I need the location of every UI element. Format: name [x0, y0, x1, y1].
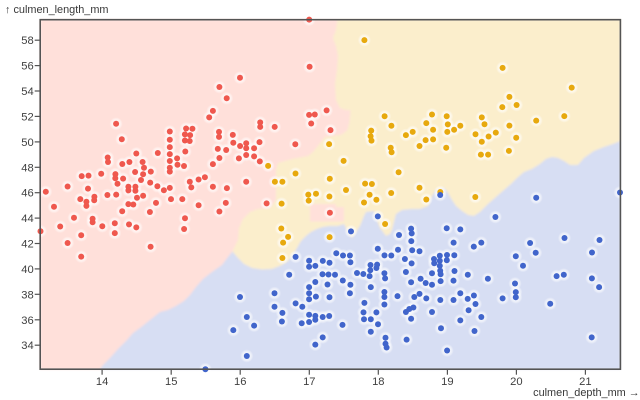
svg-text:15: 15	[165, 376, 177, 388]
svg-text:culmen_depth_mm →: culmen_depth_mm →	[533, 387, 640, 399]
svg-text:20: 20	[510, 376, 522, 388]
svg-text:58: 58	[21, 35, 33, 47]
svg-text:48: 48	[21, 162, 33, 174]
svg-text:46: 46	[21, 188, 33, 200]
svg-text:16: 16	[234, 376, 246, 388]
svg-text:44: 44	[21, 213, 33, 225]
svg-text:21: 21	[579, 376, 591, 388]
svg-text:40: 40	[21, 264, 33, 276]
svg-text:19: 19	[441, 376, 453, 388]
svg-text:14: 14	[96, 376, 108, 388]
svg-text:52: 52	[21, 111, 33, 123]
svg-text:56: 56	[21, 61, 33, 73]
svg-text:17: 17	[303, 376, 315, 388]
svg-text:38: 38	[21, 289, 33, 301]
svg-text:36: 36	[21, 315, 33, 327]
svg-text:42: 42	[21, 239, 33, 251]
svg-text:50: 50	[21, 137, 33, 149]
svg-text:54: 54	[21, 86, 33, 98]
svg-text:18: 18	[372, 376, 384, 388]
svg-text:↑ culmen_length_mm: ↑ culmen_length_mm	[5, 4, 109, 16]
svg-text:34: 34	[21, 340, 33, 352]
